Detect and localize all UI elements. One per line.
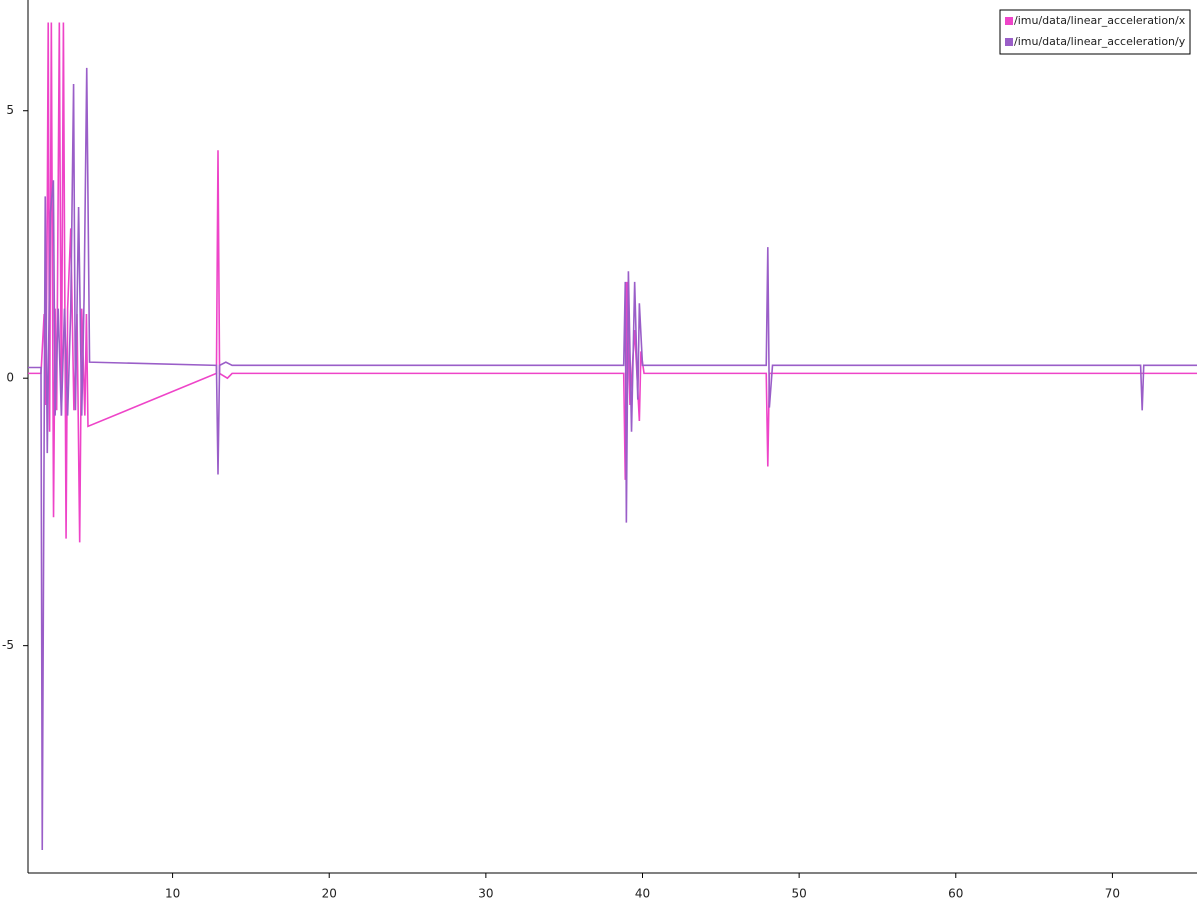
x-tick-label: 10 xyxy=(165,887,180,900)
x-tick-label: 60 xyxy=(948,887,963,900)
x-tick-label: 30 xyxy=(478,887,493,900)
legend: /imu/data/linear_acceleration/x/imu/data… xyxy=(999,9,1191,55)
x-tick-label: 20 xyxy=(322,887,337,900)
series-line xyxy=(28,22,1197,543)
x-tick-label: 40 xyxy=(635,887,650,900)
y-tick-label: -5 xyxy=(2,638,14,652)
legend-box xyxy=(999,9,1191,55)
y-tick-label: 0 xyxy=(6,371,14,385)
x-tick-label: 70 xyxy=(1105,887,1120,900)
legend-swatch xyxy=(1005,17,1013,25)
x-tick-label: 50 xyxy=(791,887,806,900)
series-line xyxy=(28,67,1197,851)
legend-label: /imu/data/linear_acceleration/x xyxy=(1014,14,1186,27)
y-tick-label: 5 xyxy=(6,103,14,117)
legend-label: /imu/data/linear_acceleration/y xyxy=(1014,35,1186,48)
legend-swatch xyxy=(1005,38,1013,46)
